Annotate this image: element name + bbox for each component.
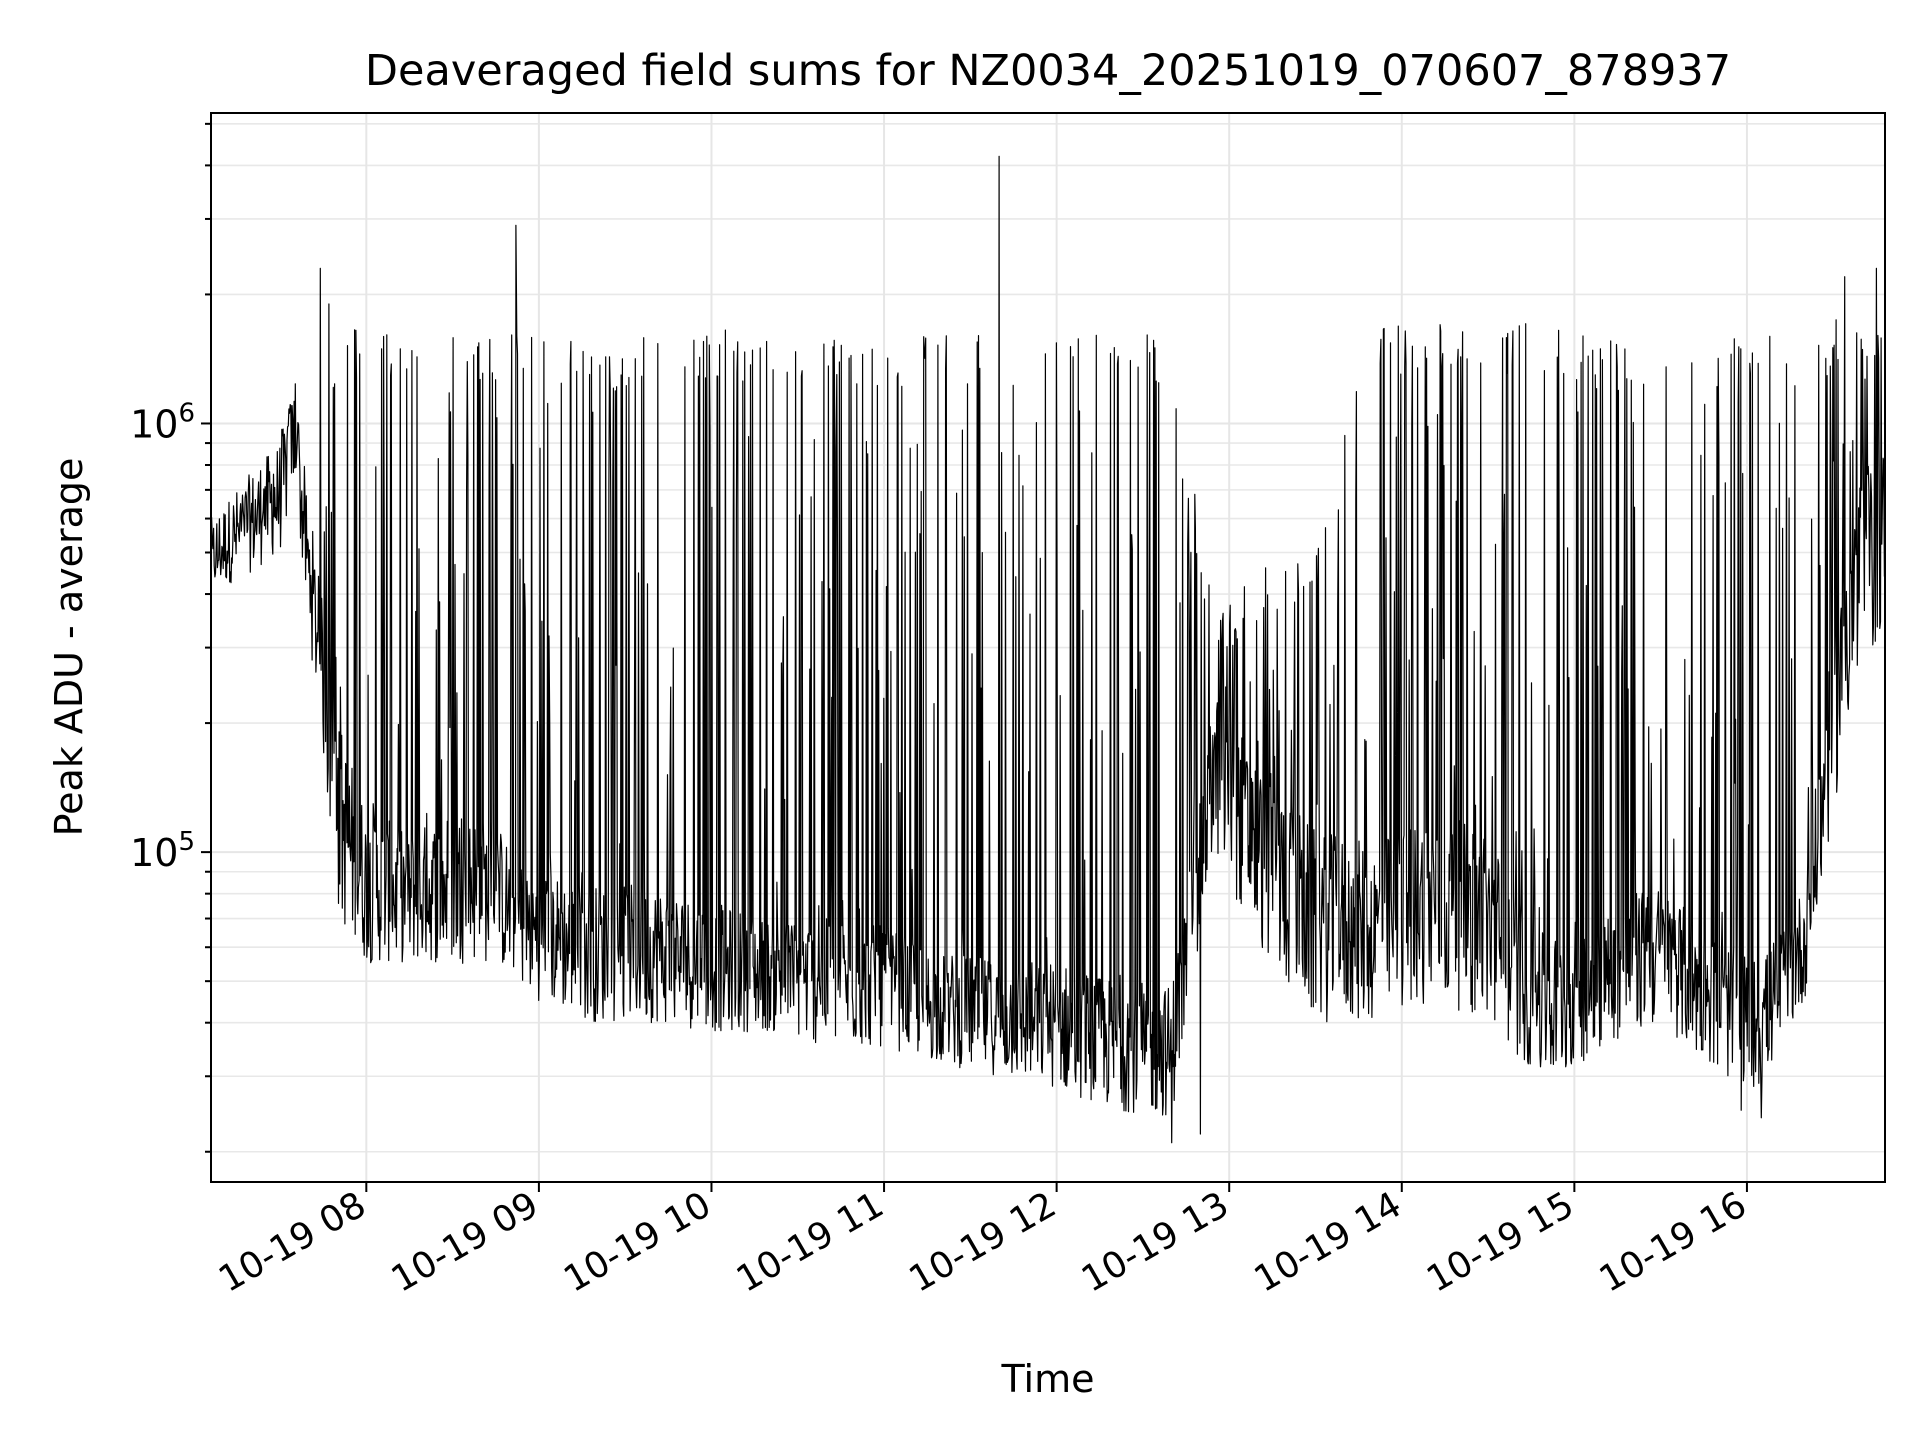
y-axis: 105 106 [130,122,211,1153]
y-axis-label: Peak ADU - average [47,458,91,837]
grid [211,113,1885,1182]
series-line [210,155,1886,1144]
y-tick-label: 106 [130,398,195,446]
series-layer [210,155,1886,1144]
y-tick-label: 105 [130,827,195,875]
x-axis-label: Time [1001,1357,1095,1401]
chart-title: Deaveraged field sums for NZ0034_2025101… [365,46,1731,96]
